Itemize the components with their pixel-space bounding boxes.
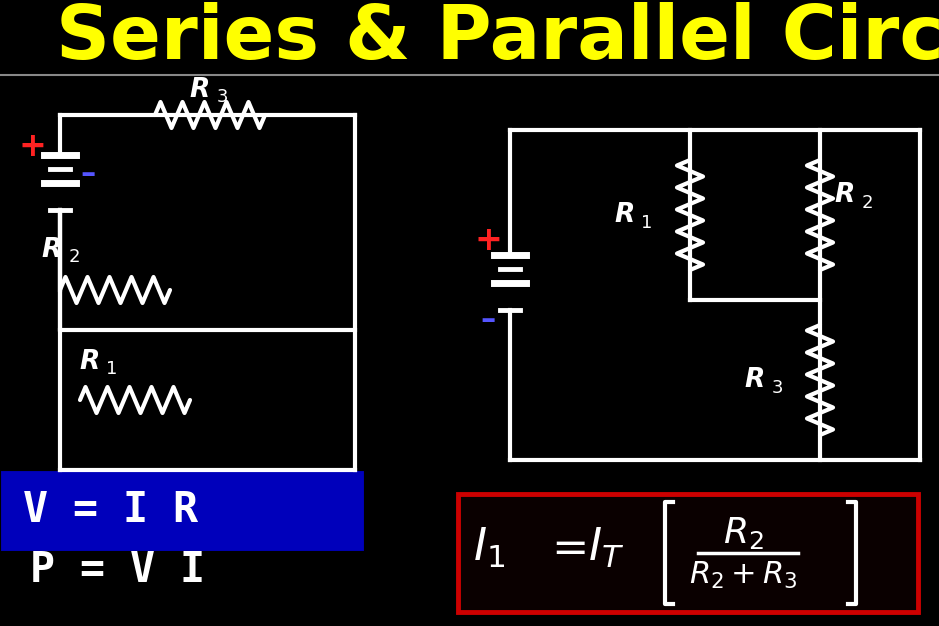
Bar bbox=[458, 494, 918, 612]
Text: +: + bbox=[474, 223, 502, 257]
Text: P = V I: P = V I bbox=[30, 549, 205, 591]
Text: V = I R: V = I R bbox=[23, 490, 198, 531]
Text: $I_T$: $I_T$ bbox=[588, 526, 624, 570]
Text: $=$: $=$ bbox=[543, 526, 586, 570]
Text: R: R bbox=[80, 349, 100, 375]
Text: –: – bbox=[481, 305, 496, 334]
Text: Series & Parallel Circuits: Series & Parallel Circuits bbox=[56, 1, 939, 74]
Text: $R_2$: $R_2$ bbox=[723, 515, 763, 551]
Text: 1: 1 bbox=[641, 214, 653, 232]
Text: R: R bbox=[745, 367, 765, 393]
Text: –: – bbox=[81, 158, 96, 188]
Text: $R_2+R_3$: $R_2+R_3$ bbox=[689, 560, 797, 590]
Text: R: R bbox=[190, 77, 210, 103]
Text: 2: 2 bbox=[861, 194, 872, 212]
Text: R: R bbox=[615, 202, 635, 228]
Text: 3: 3 bbox=[771, 379, 783, 397]
Text: R: R bbox=[42, 237, 62, 263]
Text: 1: 1 bbox=[106, 360, 117, 378]
Text: R: R bbox=[835, 182, 855, 208]
Text: 3: 3 bbox=[216, 88, 228, 106]
Text: +: + bbox=[18, 130, 46, 163]
Text: $I_1$: $I_1$ bbox=[473, 526, 505, 570]
Bar bbox=[3, 473, 361, 548]
Text: 2: 2 bbox=[69, 248, 80, 266]
